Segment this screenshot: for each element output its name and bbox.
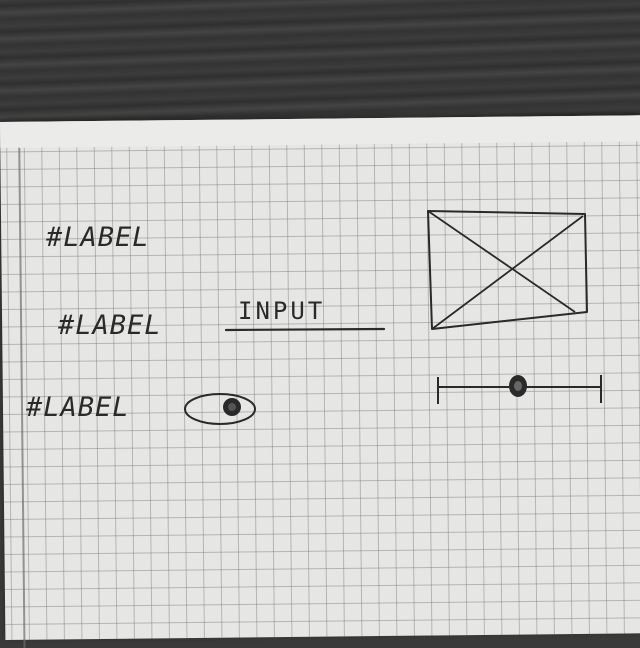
input-field-text[interactable]: INPUT xyxy=(238,297,326,325)
image-placeholder-icon xyxy=(427,210,588,330)
slider-thumb[interactable] xyxy=(509,375,527,397)
label-3: #LABEL xyxy=(26,392,130,423)
label-1: #LABEL xyxy=(46,222,150,253)
toggle-icon[interactable] xyxy=(184,393,256,425)
label-2: #LABEL xyxy=(58,310,162,341)
slider-icon[interactable] xyxy=(437,375,602,404)
input-underline[interactable] xyxy=(224,327,386,332)
